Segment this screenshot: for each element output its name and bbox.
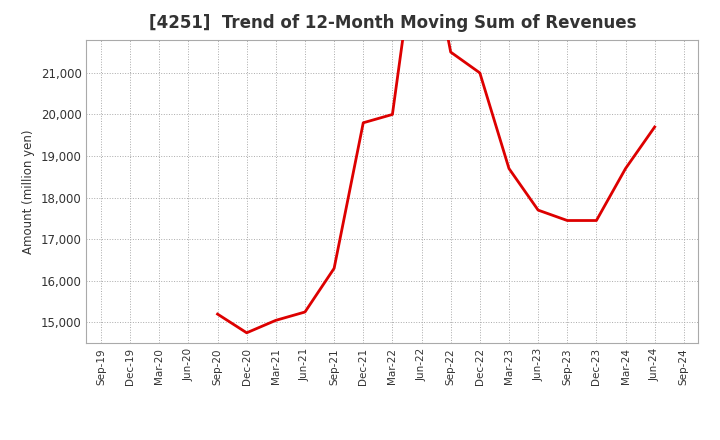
Y-axis label: Amount (million yen): Amount (million yen) <box>22 129 35 253</box>
Title: [4251]  Trend of 12-Month Moving Sum of Revenues: [4251] Trend of 12-Month Moving Sum of R… <box>148 15 636 33</box>
